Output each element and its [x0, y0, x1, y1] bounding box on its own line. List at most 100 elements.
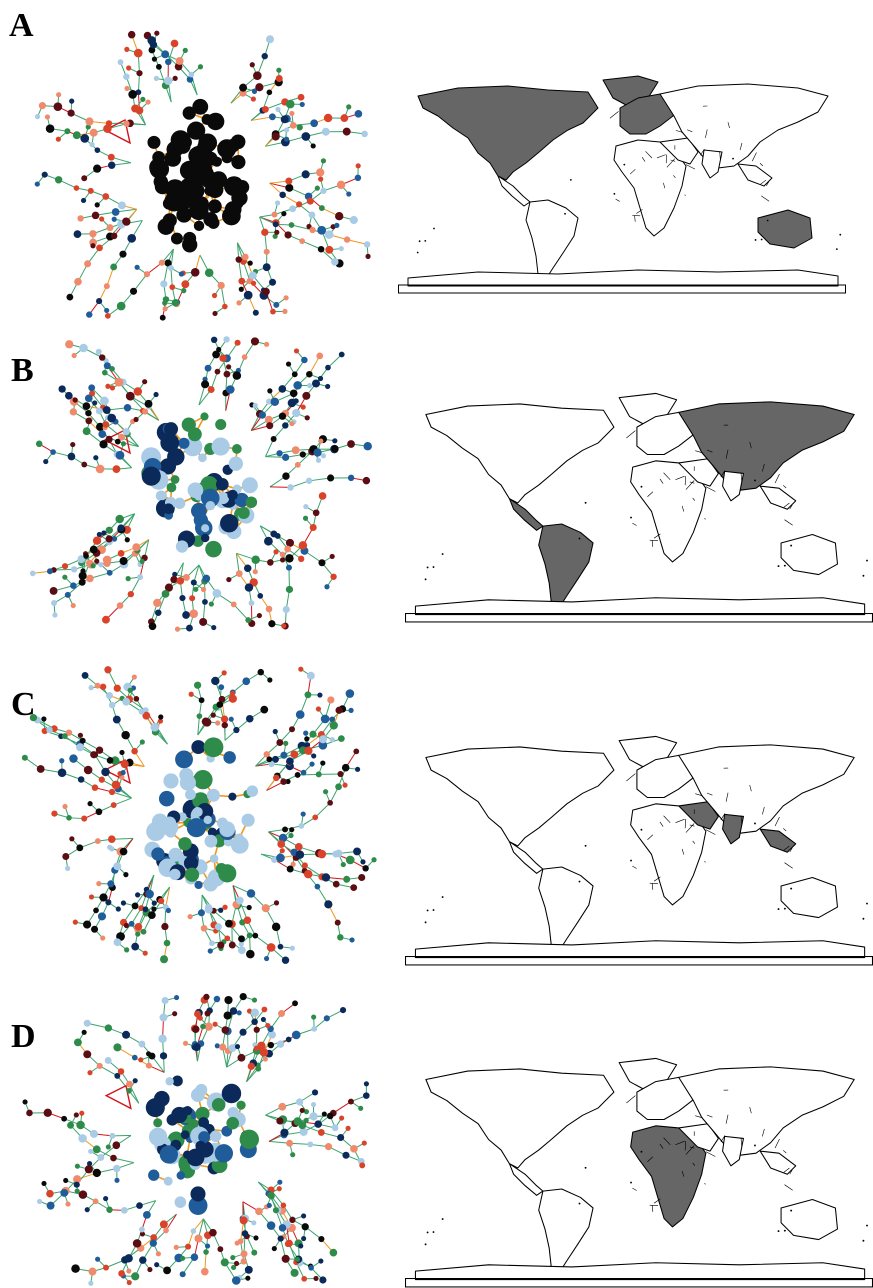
graph-node: [46, 1201, 55, 1210]
graph-node: [360, 859, 366, 865]
graph-node: [251, 1249, 258, 1256]
graph-node: [253, 1026, 260, 1033]
graph-node: [88, 894, 95, 900]
landmass: [678, 458, 719, 487]
graph-node: [271, 856, 278, 864]
graph-node: [73, 185, 80, 191]
graph-node: [49, 587, 58, 595]
landmass: [525, 199, 579, 283]
graph-node: [241, 813, 255, 827]
graph-node: [194, 880, 203, 890]
graph-node: [205, 500, 216, 511]
graph-node: [218, 684, 225, 691]
graph-node: [317, 692, 323, 698]
graph-node: [261, 52, 268, 60]
network-graph-b: [29, 336, 372, 632]
graph-node: [107, 880, 115, 888]
graph-node: [132, 1239, 142, 1248]
graph-node: [335, 212, 344, 221]
graph-node: [145, 1098, 165, 1118]
graph-node: [175, 750, 193, 769]
graph-node: [181, 288, 187, 294]
graph-node: [276, 450, 283, 457]
graph-node: [271, 922, 281, 932]
graph-node: [296, 124, 303, 131]
landmass: [759, 1150, 797, 1175]
graph-node: [46, 726, 53, 734]
graph-node: [251, 555, 260, 564]
graph-node: [64, 391, 73, 400]
graph-node: [145, 1062, 152, 1069]
graph-node: [90, 751, 98, 759]
graph-node: [112, 465, 121, 474]
graph-node: [142, 379, 148, 385]
graph-node: [363, 241, 371, 248]
graph-node: [217, 281, 225, 290]
graph-node: [172, 1075, 183, 1087]
graph-node: [96, 244, 103, 252]
graph-node: [153, 598, 162, 608]
graph-node: [71, 352, 77, 359]
graph-node: [153, 1118, 163, 1128]
graph-node: [159, 1145, 179, 1164]
graph-node: [190, 145, 207, 162]
graph-node: [81, 175, 88, 182]
graph-node: [239, 83, 248, 92]
graph-node: [136, 70, 143, 77]
graph-node: [78, 1190, 88, 1199]
graph-node: [204, 834, 218, 848]
graph-node: [365, 253, 371, 259]
graph-node: [201, 524, 210, 533]
graph-node: [109, 366, 115, 372]
graph-node: [200, 586, 207, 593]
graph-node: [88, 1280, 94, 1286]
graph-node: [267, 1041, 275, 1049]
graph-node: [110, 1154, 117, 1162]
graph-node: [83, 765, 93, 775]
graph-node: [251, 1018, 258, 1026]
graph-node: [240, 1258, 247, 1265]
graph-node: [255, 83, 264, 92]
graph-node: [190, 268, 200, 277]
graph-node: [197, 909, 205, 917]
graph-node: [64, 591, 71, 598]
graph-node: [217, 1246, 224, 1253]
graph-node: [292, 408, 301, 418]
graph-node: [287, 398, 297, 408]
graph-node: [279, 551, 286, 558]
graph-node: [299, 451, 306, 458]
graph-node: [301, 132, 311, 141]
graph-node: [165, 907, 171, 914]
graph-node: [95, 808, 103, 816]
graph-node: [221, 1083, 242, 1104]
graph-node: [285, 585, 294, 594]
graph-node: [140, 928, 147, 935]
graph-node: [204, 905, 213, 914]
graph-node: [89, 230, 97, 238]
graph-node: [283, 127, 290, 133]
graph-node: [321, 127, 330, 136]
graph-node: [358, 873, 366, 882]
graph-node: [105, 535, 113, 543]
graph-node: [67, 452, 76, 461]
graph-node: [278, 412, 287, 420]
graph-node: [158, 714, 164, 720]
graph-node: [324, 230, 334, 239]
graph-node: [135, 931, 141, 937]
graph-node: [88, 685, 94, 691]
graph-node: [162, 213, 177, 228]
graph-node: [315, 706, 322, 712]
graph-node: [120, 760, 129, 769]
graph-node: [345, 1125, 351, 1131]
graph-node: [181, 280, 190, 289]
graph-node: [261, 228, 269, 236]
graph-node: [300, 769, 307, 776]
graph-node: [340, 861, 346, 868]
graph-node: [239, 1216, 248, 1225]
graph-node: [203, 737, 224, 758]
graph-node: [76, 844, 84, 852]
graph-node: [76, 1120, 85, 1130]
graph-node: [215, 720, 221, 726]
graph-node: [274, 200, 281, 206]
graph-node: [284, 545, 291, 553]
